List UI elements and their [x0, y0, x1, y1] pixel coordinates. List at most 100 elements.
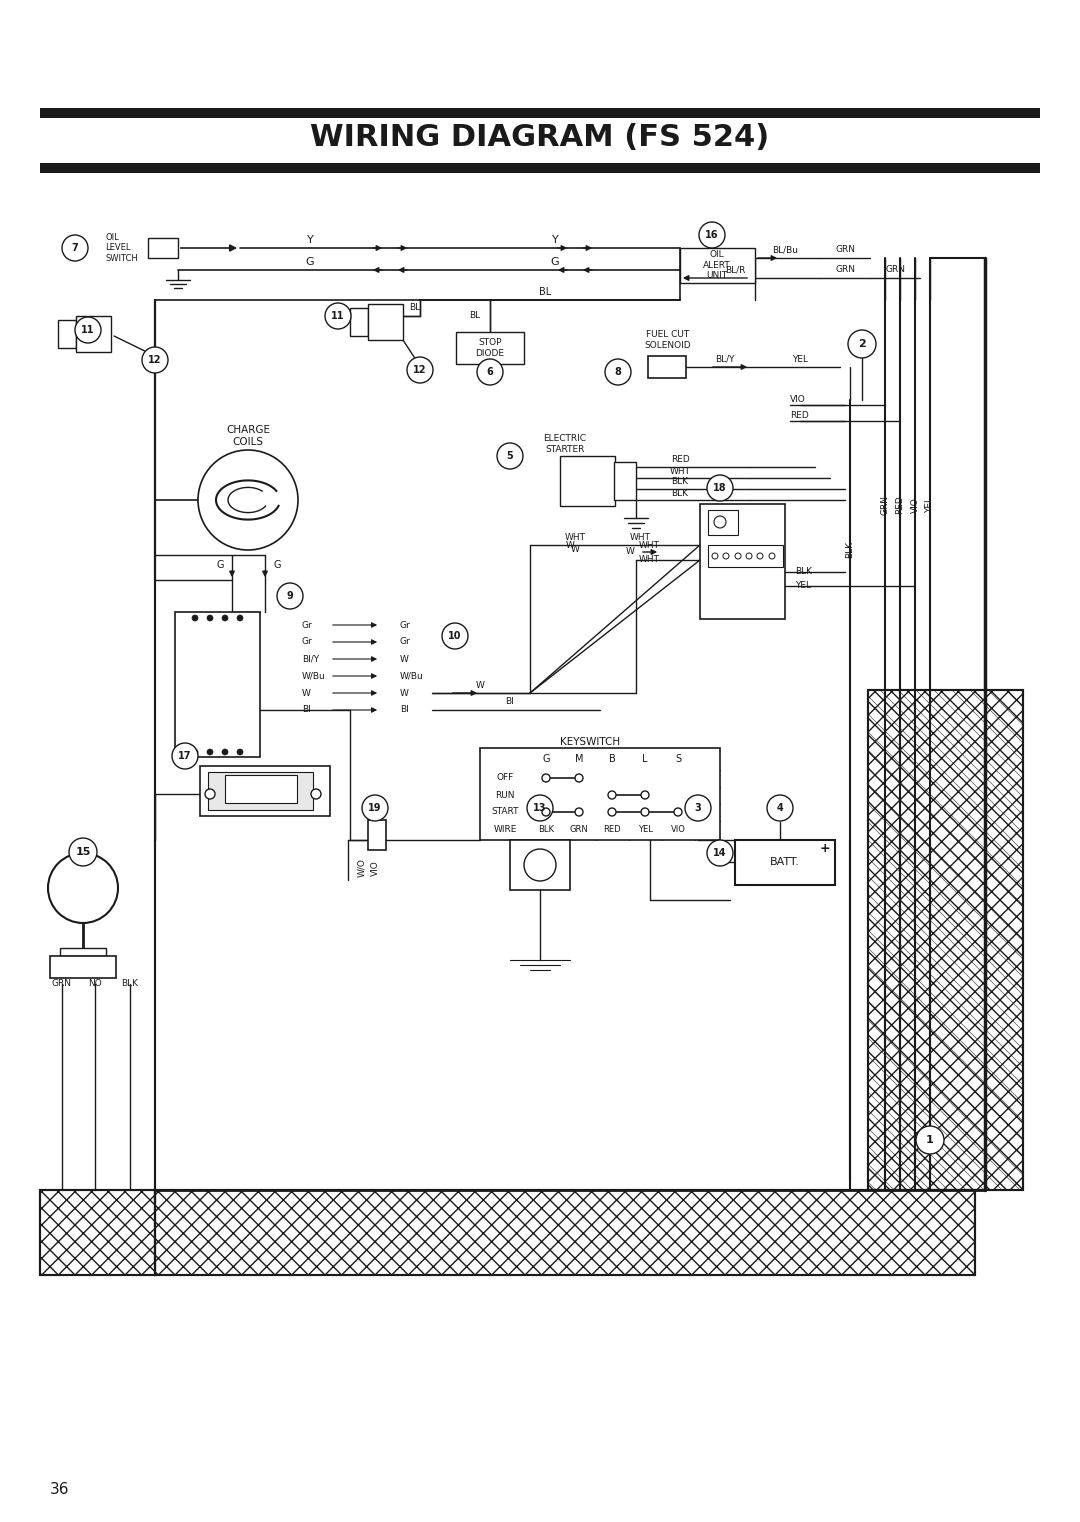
Text: VIO: VIO	[370, 860, 379, 875]
Text: BL: BL	[409, 303, 420, 312]
Text: 5: 5	[507, 451, 513, 461]
Text: YEL: YEL	[926, 498, 934, 513]
Text: WIRE: WIRE	[494, 825, 516, 834]
Text: YEL: YEL	[792, 355, 808, 364]
Text: KEYSWITCH: KEYSWITCH	[559, 737, 620, 747]
Bar	[225, 775, 297, 804]
Text: NO: NO	[89, 980, 102, 988]
Bar	[40, 1190, 156, 1275]
Circle shape	[442, 622, 468, 648]
Circle shape	[527, 794, 553, 820]
Text: WHT: WHT	[565, 533, 585, 542]
Bar	[561, 457, 615, 505]
Bar	[40, 108, 1040, 119]
Text: B: B	[609, 753, 616, 764]
Circle shape	[674, 808, 681, 816]
Circle shape	[205, 788, 215, 799]
Bar	[368, 820, 386, 849]
Text: GRN: GRN	[880, 495, 890, 514]
Circle shape	[276, 583, 303, 609]
Circle shape	[605, 359, 631, 385]
Text: 12: 12	[148, 355, 162, 365]
Text: WHT: WHT	[630, 533, 651, 542]
Text: 18: 18	[713, 482, 727, 493]
Text: Bl: Bl	[505, 697, 514, 706]
Text: G: G	[551, 257, 559, 266]
Circle shape	[192, 615, 198, 621]
Circle shape	[757, 552, 762, 559]
Bar	[208, 772, 313, 810]
Text: 6: 6	[487, 367, 494, 377]
Text: 11: 11	[81, 326, 95, 335]
Text: 1: 1	[927, 1135, 934, 1145]
Text: GRN: GRN	[885, 265, 905, 274]
Circle shape	[707, 475, 733, 501]
Circle shape	[48, 852, 118, 922]
Text: 3: 3	[694, 804, 701, 813]
Text: Gr: Gr	[302, 621, 313, 630]
Circle shape	[497, 443, 523, 469]
Bar	[156, 1190, 975, 1275]
Circle shape	[642, 791, 649, 799]
Circle shape	[69, 839, 97, 866]
Bar	[368, 304, 403, 339]
Circle shape	[192, 749, 198, 755]
Circle shape	[172, 743, 198, 769]
Text: W: W	[570, 545, 580, 554]
Circle shape	[712, 552, 718, 559]
Bar	[868, 689, 1023, 1190]
Bar	[350, 307, 368, 336]
Text: Gr: Gr	[400, 621, 410, 630]
Text: BLK: BLK	[846, 542, 854, 559]
Text: Gr: Gr	[302, 638, 313, 647]
Text: W/Bu: W/Bu	[400, 671, 423, 680]
Circle shape	[477, 359, 503, 385]
Circle shape	[237, 615, 243, 621]
Bar	[510, 840, 570, 890]
Bar	[735, 840, 835, 884]
Text: OFF: OFF	[497, 773, 514, 782]
Bar	[200, 766, 330, 816]
Text: Gr: Gr	[400, 638, 410, 647]
Text: GRN: GRN	[52, 980, 72, 988]
Circle shape	[325, 303, 351, 329]
Circle shape	[207, 615, 213, 621]
Circle shape	[642, 808, 649, 816]
Text: WHT: WHT	[639, 540, 660, 549]
Circle shape	[769, 552, 775, 559]
Bar	[76, 317, 111, 352]
Text: CHARGE
COILS: CHARGE COILS	[226, 425, 270, 447]
Text: 11: 11	[332, 310, 345, 321]
Text: RED: RED	[895, 496, 905, 514]
Bar	[708, 545, 783, 568]
Text: Y: Y	[552, 234, 558, 245]
Text: 15: 15	[76, 848, 91, 857]
Text: W: W	[625, 548, 634, 557]
Bar	[700, 504, 785, 619]
Circle shape	[916, 1126, 944, 1154]
Text: Bl: Bl	[400, 706, 408, 714]
Text: BLK: BLK	[795, 568, 812, 577]
Text: Bl: Bl	[302, 706, 311, 714]
Circle shape	[714, 516, 726, 528]
Bar	[60, 948, 106, 956]
Text: WHT: WHT	[639, 556, 660, 565]
Text: RUN: RUN	[496, 790, 515, 799]
Text: STOP
DIODE: STOP DIODE	[475, 338, 504, 358]
Text: GRN: GRN	[835, 245, 855, 254]
Text: BL/Bu: BL/Bu	[772, 245, 798, 254]
Circle shape	[222, 615, 228, 621]
Text: YEL: YEL	[795, 581, 811, 591]
Bar	[156, 1190, 975, 1275]
Circle shape	[207, 749, 213, 755]
Text: BLK: BLK	[121, 980, 138, 988]
Bar	[40, 163, 1040, 174]
Text: 9: 9	[286, 591, 294, 601]
Text: W/Bu: W/Bu	[302, 671, 326, 680]
Bar	[615, 463, 636, 501]
Circle shape	[746, 552, 752, 559]
Circle shape	[767, 794, 793, 820]
Text: +: +	[820, 842, 831, 854]
Text: S: S	[675, 753, 681, 764]
Text: WIRING DIAGRAM (FS 524): WIRING DIAGRAM (FS 524)	[310, 123, 770, 152]
